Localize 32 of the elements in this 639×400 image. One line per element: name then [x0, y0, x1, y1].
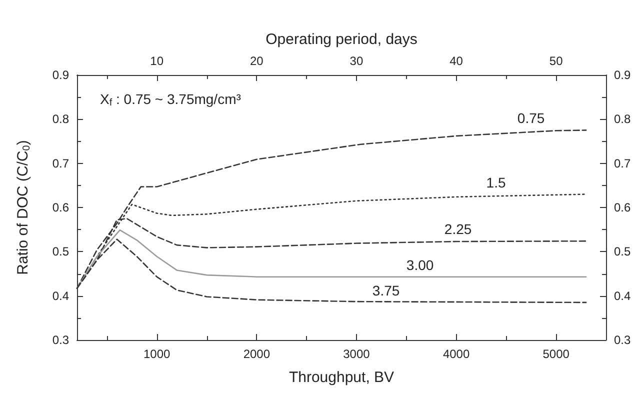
y2-tick-label: 0.7 [614, 156, 632, 170]
y2-tick-label: 0.3 [614, 333, 632, 347]
series-label: 0.75 [517, 110, 545, 126]
x2-axis-title: Operating period, days [266, 31, 418, 48]
x-tick-label: 5000 [542, 347, 570, 361]
x-tick-label: 2000 [243, 347, 270, 361]
y-tick-label: 0.5 [52, 244, 70, 259]
y-tick-label: 0.9 [52, 68, 70, 82]
x2-tick-label: 40 [450, 54, 464, 68]
series-label: 2.25 [444, 221, 472, 238]
y2-tick-label: 0.4 [614, 288, 632, 303]
x-axis-title: Throughput, BV [288, 369, 394, 386]
y-tick-label: 0.4 [52, 288, 70, 303]
x-tick-label: 3000 [343, 347, 370, 361]
x-tick-label: 1000 [144, 347, 171, 361]
y2-tick-label: 0.8 [614, 112, 632, 126]
series-label: 3.00 [406, 256, 434, 273]
y-tick-label: 0.8 [52, 112, 70, 126]
x2-tick-label: 20 [250, 54, 264, 68]
y-tick-label: 0.6 [52, 200, 70, 214]
y-tick-label: 0.3 [52, 333, 70, 347]
x2-tick-label: 30 [350, 54, 364, 68]
series-label: 1.5 [486, 174, 506, 190]
series-label: 3.75 [372, 282, 400, 298]
y2-tick-label: 0.9 [614, 68, 632, 82]
y2-tick-label: 0.6 [614, 200, 632, 214]
x-tick-label: 4000 [442, 347, 470, 361]
y-tick-label: 0.7 [52, 156, 70, 170]
x2-tick-label: 50 [549, 54, 564, 68]
y-axis-title: Ratio of DOC (C/C0) [14, 140, 32, 275]
y2-tick-label: 0.5 [614, 244, 632, 259]
x2-tick-label: 10 [150, 54, 164, 68]
